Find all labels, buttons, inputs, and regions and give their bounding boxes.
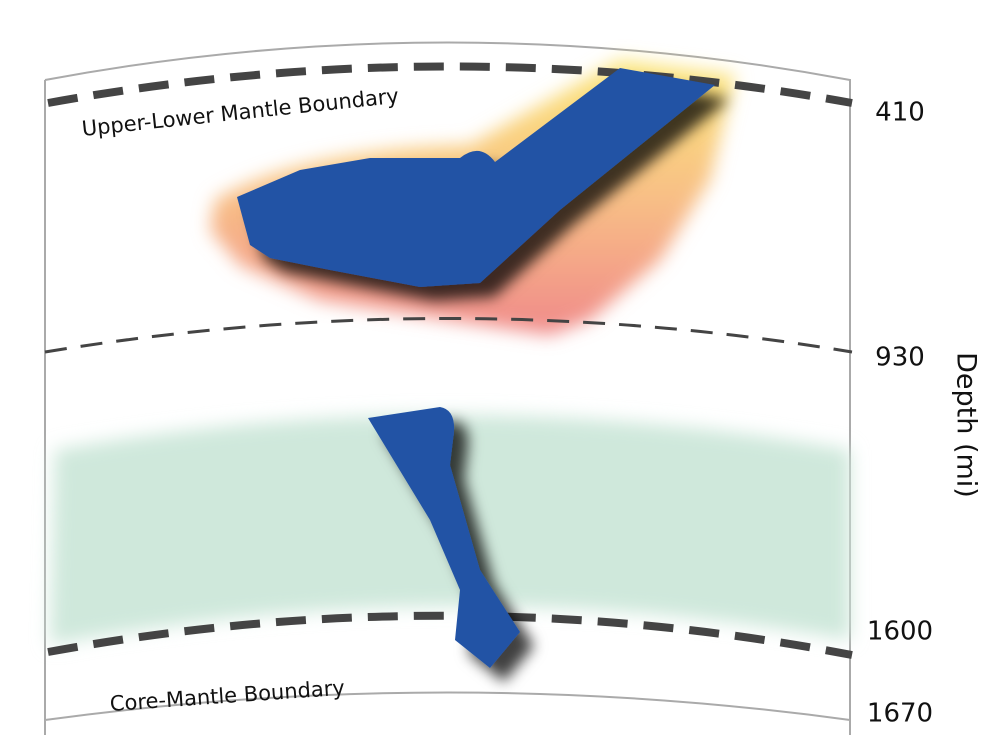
lower-slab <box>368 407 520 668</box>
section-frame <box>44 41 851 735</box>
axis-label: Depth (mi) <box>951 352 982 498</box>
upper-boundary-line <box>47 62 853 107</box>
depth-label: 1670 <box>867 699 933 729</box>
mid-boundary-line <box>44 317 853 354</box>
core-boundary-line <box>47 611 853 659</box>
depth-label: 1600 <box>867 617 933 647</box>
upper-slab <box>237 68 715 287</box>
core-boundary-label: Core-Mantle Boundary <box>109 676 345 716</box>
upper-boundary-label: Upper-Lower Mantle Boundary <box>81 84 400 141</box>
depth-label: 930 <box>875 343 925 373</box>
depth-label: 410 <box>875 98 925 128</box>
